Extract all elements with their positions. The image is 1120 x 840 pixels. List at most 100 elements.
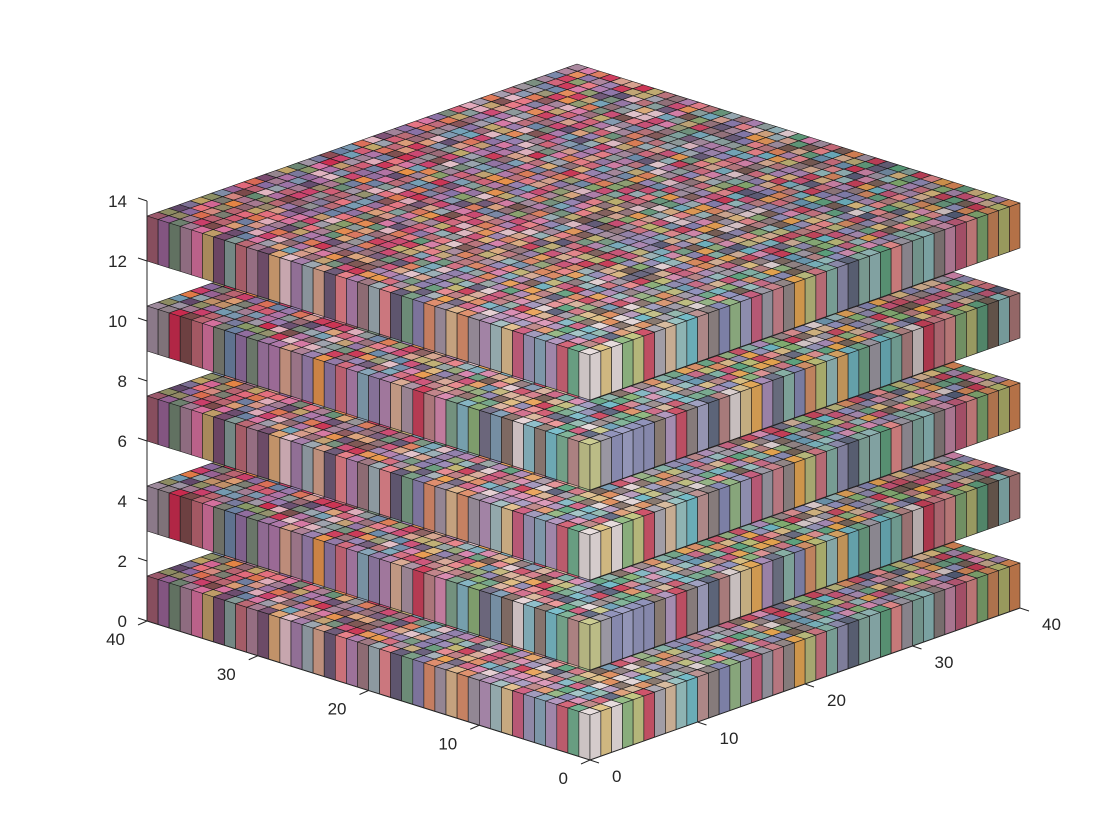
voxel-side-face bbox=[334, 634, 347, 684]
voxel-side-face bbox=[445, 579, 458, 629]
voxel-side-face bbox=[379, 468, 391, 518]
voxel-side-face bbox=[512, 600, 524, 650]
voxel-side-face bbox=[224, 599, 236, 650]
voxel-side-face bbox=[279, 527, 292, 577]
voxel-side-face bbox=[589, 710, 602, 761]
voxel-side-face bbox=[707, 579, 720, 629]
voxel-side-face bbox=[445, 489, 458, 539]
voxel-side-face bbox=[697, 582, 709, 633]
voxel-side-face bbox=[836, 623, 849, 673]
voxel-side-face bbox=[290, 440, 303, 490]
voxel-side-face bbox=[643, 691, 655, 742]
voxel-side-face bbox=[890, 514, 903, 564]
voxel-side-face bbox=[740, 567, 752, 618]
voxel-side-face bbox=[804, 544, 817, 595]
voxel-side-face bbox=[512, 510, 524, 560]
voxel-side-face bbox=[179, 496, 192, 546]
voxel-side-face bbox=[707, 669, 720, 719]
voxel-side-face bbox=[301, 534, 314, 584]
voxel-side-face bbox=[750, 653, 763, 704]
voxel-side-face bbox=[750, 563, 763, 614]
voxel-side-face bbox=[401, 565, 414, 615]
voxel-side-face bbox=[955, 491, 967, 542]
voxel-side-face bbox=[401, 655, 414, 705]
voxel-side-face bbox=[390, 562, 403, 612]
voxel-side-face bbox=[826, 537, 838, 587]
voxel-side-face bbox=[390, 652, 403, 702]
voxel-side-face bbox=[729, 571, 741, 621]
voxel-side-face bbox=[168, 582, 181, 632]
voxel-side-face bbox=[368, 465, 380, 515]
voxel-side-face bbox=[804, 634, 817, 685]
voxel-side-face bbox=[246, 516, 259, 567]
voxel-side-face bbox=[783, 642, 795, 692]
voxel-side-face bbox=[523, 603, 535, 653]
voxel-side-face bbox=[933, 589, 946, 639]
voxel-side-face bbox=[600, 707, 612, 757]
voxel-side-face bbox=[434, 576, 447, 626]
voxel-side-face bbox=[697, 672, 709, 723]
voxel-side-face bbox=[401, 475, 414, 525]
voxel-side-face bbox=[379, 648, 391, 698]
voxel-side-face bbox=[456, 672, 469, 723]
voxel-side-face bbox=[501, 506, 513, 557]
voxel-side-face bbox=[545, 610, 558, 660]
voxel-side-face bbox=[545, 700, 558, 750]
voxel-side-face bbox=[445, 669, 458, 719]
voxel-side-face bbox=[611, 703, 623, 753]
voxel-side-face bbox=[686, 586, 698, 637]
voxel-side-face bbox=[847, 619, 860, 670]
voxel-side-face bbox=[202, 503, 214, 553]
voxel-side-face bbox=[456, 492, 469, 543]
voxel-side-face bbox=[235, 423, 247, 473]
voxel-side-face bbox=[534, 607, 547, 657]
voxel-side-face bbox=[467, 496, 480, 546]
voxel-side-face bbox=[489, 593, 502, 643]
voxel-side-face bbox=[467, 586, 480, 636]
voxel-side-face bbox=[879, 518, 892, 568]
voxel-side-face bbox=[901, 600, 913, 651]
voxel-side-face bbox=[334, 544, 347, 594]
voxel-side-face bbox=[976, 484, 989, 534]
voxel-side-face bbox=[202, 413, 214, 463]
voxel-side-face bbox=[567, 707, 580, 757]
voxel-side-face bbox=[290, 620, 303, 670]
voxel-side-face bbox=[489, 503, 502, 553]
voxel-side-face bbox=[621, 609, 634, 659]
voxel-side-face bbox=[643, 601, 655, 652]
voxel-side-face bbox=[578, 711, 591, 761]
voxel-side-face bbox=[268, 433, 281, 484]
voxel-side-face bbox=[922, 503, 935, 553]
voxel-side-face bbox=[740, 657, 752, 708]
voxel-side-face bbox=[512, 690, 524, 740]
voxel-side-face bbox=[826, 627, 838, 677]
voxel-side-face bbox=[191, 409, 203, 459]
voxel-side-face bbox=[664, 684, 677, 734]
voxel-side-face bbox=[323, 631, 336, 681]
voxel-side-face bbox=[965, 487, 978, 538]
voxel-side-face bbox=[290, 530, 303, 580]
voxel-side-face bbox=[191, 589, 203, 639]
voxel-side-face bbox=[772, 556, 784, 606]
voxel-side-face bbox=[772, 646, 784, 696]
voxel-side-face bbox=[146, 575, 159, 625]
voxel-side-face bbox=[654, 688, 666, 738]
voxel-side-face bbox=[257, 430, 270, 480]
voxel-side-face bbox=[257, 520, 270, 570]
voxel-side-face bbox=[523, 513, 535, 563]
voxel-side-face bbox=[168, 402, 181, 452]
voxel-side-face bbox=[467, 676, 480, 726]
voxel-side-face bbox=[912, 596, 924, 647]
voxel-side-face bbox=[346, 638, 358, 688]
voxel-side-face bbox=[423, 482, 436, 532]
voxel-side-face bbox=[412, 569, 425, 619]
voxel-side-face bbox=[157, 489, 170, 539]
voxel-side-face bbox=[301, 624, 314, 674]
voxel-side-face bbox=[202, 593, 214, 643]
voxel-side-face bbox=[534, 697, 547, 747]
voxel-side-face bbox=[478, 499, 491, 550]
voxel-side-face bbox=[312, 537, 325, 587]
voxel-side-face bbox=[987, 570, 999, 620]
voxel-side-face bbox=[478, 679, 491, 730]
voxel-side-face bbox=[346, 458, 358, 508]
